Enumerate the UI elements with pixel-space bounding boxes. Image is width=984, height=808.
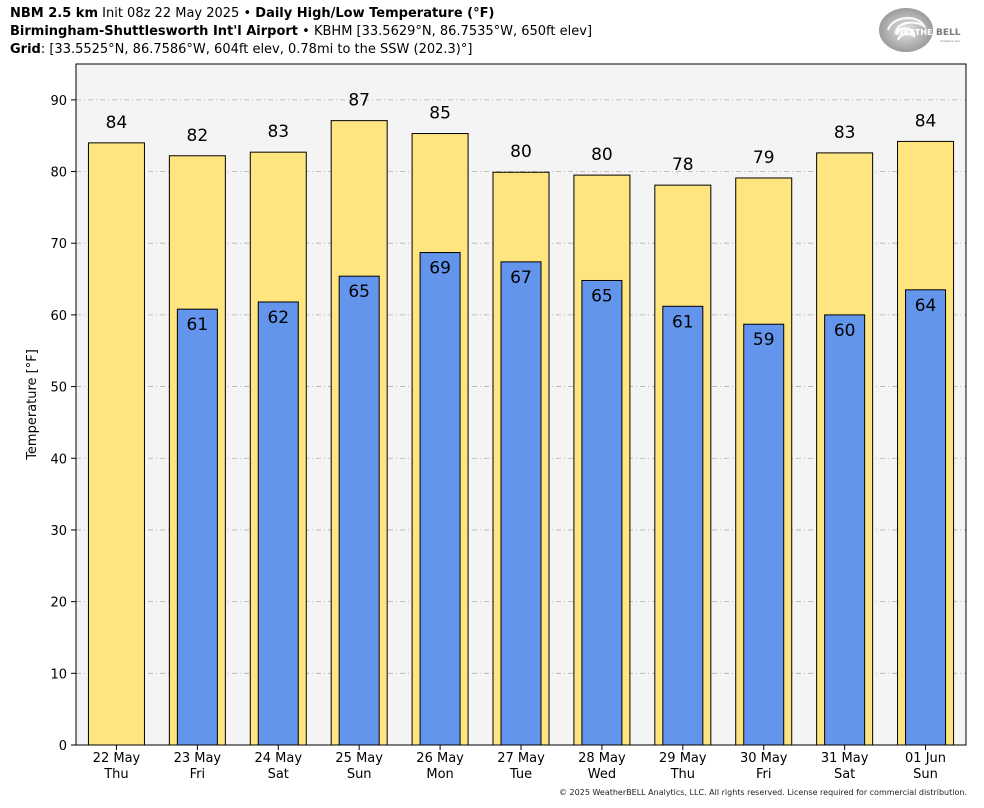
y-tick-label: 40 (50, 452, 67, 467)
x-tick-label: 31 May (821, 751, 869, 766)
y-tick-label: 60 (50, 309, 67, 324)
low-bar (257, 301, 299, 746)
x-weekday-label: Fri (190, 767, 206, 782)
x-tick-label: 26 May (416, 751, 464, 766)
header-line-3: Grid: [33.5525°N, 86.7586°W, 604ft elev,… (10, 41, 472, 58)
low-value-label: 65 (591, 286, 613, 306)
x-weekday-label: Wed (588, 767, 616, 782)
low-bar (500, 261, 542, 746)
high-value-label: 85 (429, 104, 451, 124)
x-tick-label: 24 May (254, 751, 302, 766)
x-tick-label: 29 May (659, 751, 707, 766)
x-tick-label: 30 May (740, 751, 788, 766)
y-axis-label: Temperature [°F] (25, 349, 40, 461)
station-name: Birmingham-Shuttlesworth Int'l Airport (10, 24, 299, 39)
station-info: KBHM [33.5629°N, 86.7535°W, 650ft elev] (313, 24, 593, 39)
logo-text-b: BELL (936, 28, 961, 38)
high-value-label: 82 (187, 126, 209, 146)
x-weekday-label: Mon (426, 767, 453, 782)
x-weekday-label: Thu (670, 767, 695, 782)
low-value-label: 62 (267, 308, 289, 328)
high-value-label: 87 (348, 91, 370, 111)
high-value-label: 84 (106, 113, 128, 133)
x-tick-label: 27 May (497, 751, 545, 766)
low-value-label: 65 (348, 282, 370, 302)
x-tick-label: 23 May (174, 751, 222, 766)
y-tick-label: 70 (50, 237, 67, 252)
logo-subtext: Analytics LLC (940, 39, 960, 43)
header-line-1: NBM 2.5 km Init 08z 22 May 2025 • Daily … (10, 5, 494, 22)
bullet-separator: • (243, 6, 252, 21)
y-tick-label: 0 (59, 739, 67, 754)
y-tick-label: 50 (50, 381, 67, 396)
high-value-label: 80 (591, 145, 613, 165)
bars: 84 82 61 83 62 87 65 85 69 80 67 80 65 78 61 79 59 83 60 84… (87, 91, 955, 746)
high-value-label: 84 (915, 111, 937, 131)
x-tick-label: 22 May (93, 751, 141, 766)
x-tick-label: 28 May (578, 751, 626, 766)
grid-info: : [33.5525°N, 86.7586°W, 604ft elev, 0.7… (40, 42, 473, 57)
low-value-label: 61 (672, 312, 694, 332)
y-tick-label: 20 (50, 596, 67, 611)
weatherbell-logo: WEATHER BELL Analytics LLC (879, 8, 961, 52)
high-value-label: 83 (267, 122, 289, 142)
low-bar (176, 308, 218, 746)
low-bar (581, 279, 623, 746)
high-value-label: 78 (672, 155, 694, 175)
bullet-separator: • (302, 24, 310, 39)
low-bar (905, 289, 947, 746)
x-weekday-label: Sat (834, 767, 855, 782)
header-line-2: Birmingham-Shuttlesworth Int'l Airport •… (10, 23, 592, 40)
x-weekday-label: Thu (103, 767, 128, 782)
y-tick-label: 30 (50, 524, 67, 539)
x-weekday-label: Sun (347, 767, 372, 782)
init-time: Init 08z 22 May 2025 (102, 6, 240, 21)
x-weekday-label: Sat (268, 767, 289, 782)
low-value-label: 60 (834, 321, 856, 341)
y-tick-label: 80 (50, 166, 67, 181)
plot-frame (75, 63, 967, 746)
x-tick-label: 25 May (335, 751, 383, 766)
high-bar (87, 142, 145, 746)
x-weekday-label: Fri (756, 767, 772, 782)
high-value-label: 83 (834, 123, 856, 143)
low-value-label: 69 (429, 259, 451, 279)
x-weekday-label: Tue (509, 767, 532, 782)
model-name: NBM 2.5 km (10, 6, 98, 21)
product-title: Daily High/Low Temperature (°F) (255, 6, 495, 21)
low-value-label: 64 (915, 296, 937, 316)
x-weekday-label: Sun (913, 767, 938, 782)
y-tick-label: 90 (50, 94, 67, 109)
low-value-label: 61 (187, 315, 209, 335)
high-value-label: 80 (510, 142, 532, 162)
low-value-label: 67 (510, 268, 532, 288)
low-value-label: 59 (753, 330, 775, 350)
low-bar (662, 305, 704, 746)
low-bar (338, 275, 380, 746)
y-tick-label: 10 (50, 667, 67, 682)
high-value-label: 79 (753, 148, 775, 168)
low-bar (419, 252, 461, 746)
grid-label: Grid (10, 42, 41, 57)
low-bar (743, 323, 785, 746)
logo-text-a: WEATHER (895, 28, 939, 37)
x-tick-label: 01 Jun (905, 751, 946, 766)
low-bar (824, 314, 866, 746)
copyright-notice: © 2025 WeatherBELL Analytics, LLC. All r… (559, 788, 967, 797)
